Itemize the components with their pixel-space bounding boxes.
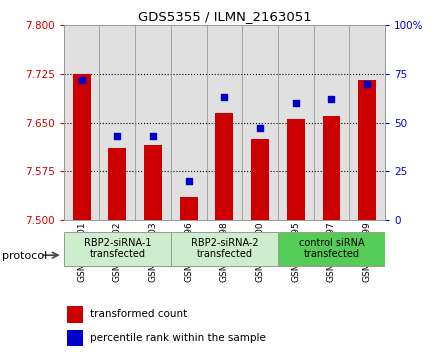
Point	[78, 77, 85, 83]
Bar	[180, 197, 198, 220]
Bar	[287, 119, 305, 220]
Point	[150, 133, 157, 139]
Bar	[73, 74, 91, 220]
Point	[363, 81, 370, 86]
Bar	[242, 25, 278, 220]
FancyBboxPatch shape	[64, 232, 171, 266]
Title: GDS5355 / ILMN_2163051: GDS5355 / ILMN_2163051	[138, 10, 311, 23]
Bar	[278, 25, 314, 220]
Text: control siRNA
transfected: control siRNA transfected	[299, 238, 364, 260]
Text: protocol: protocol	[2, 251, 48, 261]
Bar	[135, 25, 171, 220]
Bar	[144, 145, 162, 220]
Point	[185, 178, 192, 184]
Bar	[206, 25, 242, 220]
Bar	[67, 330, 83, 346]
Text: RBP2-siRNA-2
transfected: RBP2-siRNA-2 transfected	[191, 238, 258, 260]
Text: RBP2-siRNA-1
transfected: RBP2-siRNA-1 transfected	[84, 238, 151, 260]
Bar	[358, 81, 376, 220]
Bar	[64, 25, 99, 220]
Bar	[108, 148, 126, 220]
Bar	[349, 25, 385, 220]
Point	[328, 96, 335, 102]
Point	[221, 94, 228, 100]
FancyBboxPatch shape	[171, 232, 278, 266]
Bar	[99, 25, 135, 220]
Bar	[323, 116, 341, 220]
Text: percentile rank within the sample: percentile rank within the sample	[90, 333, 266, 343]
Bar	[171, 25, 206, 220]
Point	[114, 133, 121, 139]
FancyBboxPatch shape	[278, 232, 385, 266]
Bar	[314, 25, 349, 220]
Bar	[67, 306, 83, 322]
Point	[292, 100, 299, 106]
Bar	[251, 139, 269, 220]
Bar	[216, 113, 233, 220]
Point	[257, 126, 264, 131]
Text: transformed count: transformed count	[90, 309, 187, 319]
